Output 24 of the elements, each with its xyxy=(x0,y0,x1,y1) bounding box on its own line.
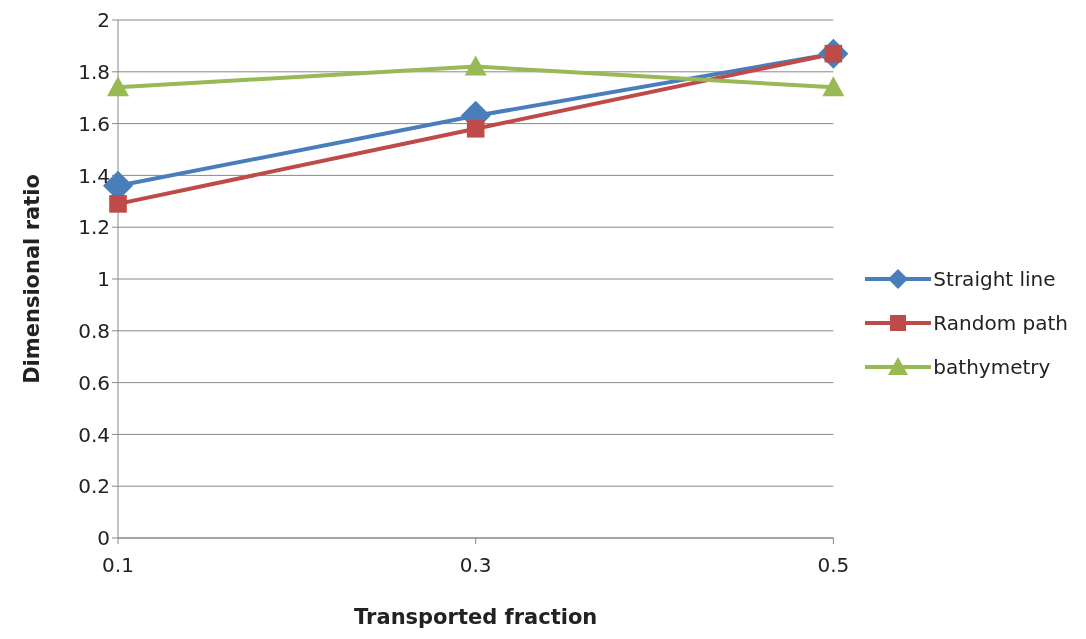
x-tick-label: 0.1 xyxy=(102,553,134,578)
legend-label: Random path xyxy=(933,311,1068,335)
y-tick-label: 1.8 xyxy=(78,59,110,84)
y-tick-label: 0 xyxy=(97,526,110,551)
y-tick-label: 0.6 xyxy=(78,370,110,395)
x-axis-title: Transported fraction xyxy=(354,605,598,629)
point xyxy=(464,55,487,76)
y-tick-label: 0.4 xyxy=(78,422,110,447)
y-tick-label: 2 xyxy=(97,8,110,33)
point xyxy=(109,195,127,213)
y-tick-label: 0.2 xyxy=(78,474,110,499)
point xyxy=(107,76,129,97)
y-tick-label: 1 xyxy=(97,267,110,292)
y-tick-label: 0.8 xyxy=(78,318,110,343)
point xyxy=(822,76,845,97)
legend-label: Straight line xyxy=(933,267,1056,291)
legend-label: bathymetry xyxy=(933,355,1051,379)
y-axis-title: Dimensional ratio xyxy=(20,174,45,384)
x-tick-label: 0.5 xyxy=(817,553,850,578)
y-tick-label: 1.6 xyxy=(78,111,110,136)
x-tick-label: 0.3 xyxy=(459,553,492,578)
y-tick-label: 1.4 xyxy=(78,163,110,188)
point xyxy=(466,119,485,138)
y-tick-label: 1.2 xyxy=(78,215,110,240)
